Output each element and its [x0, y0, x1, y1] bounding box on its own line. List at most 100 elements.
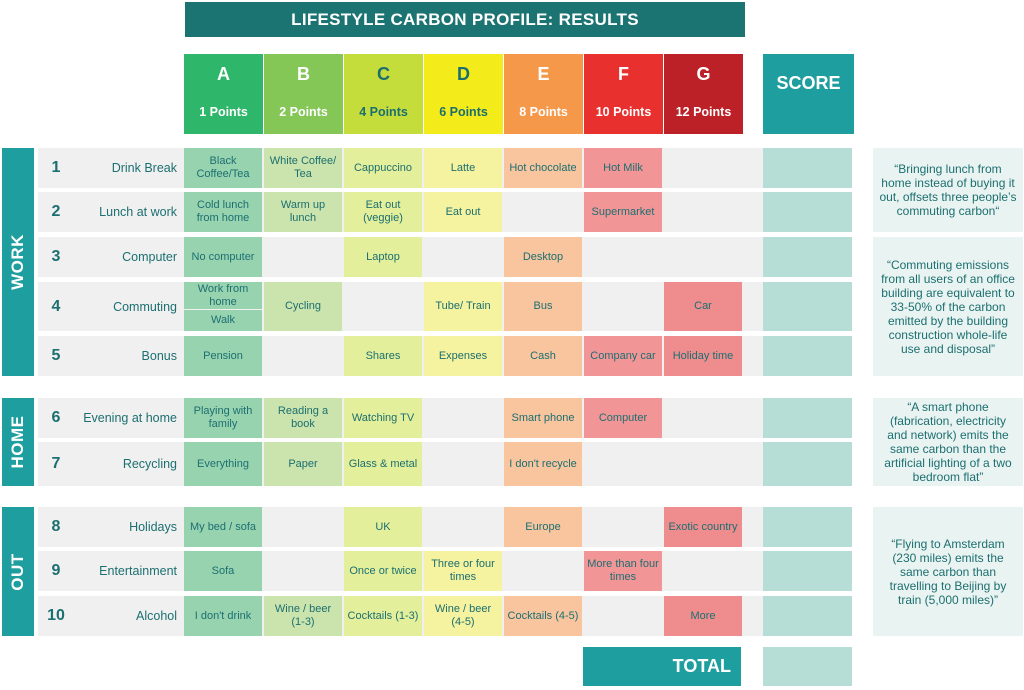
grade-letter: B [297, 64, 310, 84]
option-cell-b[interactable]: Reading a book [264, 398, 342, 438]
score-cell[interactable] [763, 596, 852, 636]
score-cell[interactable] [763, 336, 852, 376]
option-cell-e[interactable]: Cocktails (4-5) [504, 596, 582, 636]
total-label: TOTAL [583, 647, 741, 686]
option-cell-c[interactable]: Watching TV [344, 398, 422, 438]
option-cell-e[interactable]: Hot chocolate [504, 148, 582, 188]
row-number: 2 [51, 203, 61, 220]
row-category-label: Holidays [129, 520, 177, 534]
row-category-label: Commuting [113, 299, 177, 314]
grade-letter: D [457, 64, 470, 84]
section-out: OUT [2, 507, 34, 636]
option-cell-a[interactable]: Sofa [184, 551, 262, 591]
row-number: 6 [51, 409, 61, 426]
row-category-label: Drink Break [111, 161, 177, 175]
option-cell-a[interactable]: Cold lunch from home [184, 192, 262, 232]
option-cell-a[interactable]: Black Coffee/Tea [184, 148, 262, 188]
option-cell-c[interactable]: UK [344, 507, 422, 547]
row-category-label: Evening at home [83, 411, 177, 425]
option-cell-e[interactable]: Smart phone [504, 398, 582, 438]
option-cell-d[interactable]: Wine / beer (4-5) [424, 596, 502, 636]
score-header: SCORE [763, 54, 854, 134]
grade-letter: G [696, 64, 711, 84]
grade-points: 12 Points [675, 105, 732, 119]
grade-column-g: G 12 Points [664, 54, 743, 134]
option-cell-c[interactable]: Shares [344, 336, 422, 376]
score-cell[interactable] [763, 148, 852, 188]
quote-smartphone: “A smart phone (fabrication, electricity… [873, 398, 1023, 486]
option-cell-a[interactable]: I don't drink [184, 596, 262, 636]
option-cell-c[interactable]: Eat out (veggie) [344, 192, 422, 232]
option-cell-c[interactable]: Cappuccino [344, 148, 422, 188]
option-cell-e[interactable]: Cash [504, 336, 582, 376]
option-cell-f[interactable]: Hot Milk [584, 148, 662, 188]
option-cell-b[interactable]: White Coffee/ Tea [264, 148, 342, 188]
option-cell-d[interactable]: Latte [424, 148, 502, 188]
row-category-label: Lunch at work [99, 205, 177, 219]
quote-flying: “Flying to Amsterdam (230 miles) emits t… [873, 507, 1023, 636]
section-home: HOME [2, 398, 34, 486]
score-cell[interactable] [763, 192, 852, 232]
option-cell-b[interactable]: Wine / beer (1-3) [264, 596, 342, 636]
option-cell-f[interactable]: Computer [584, 398, 662, 438]
option-cell-g[interactable]: More [664, 596, 742, 636]
option-cell-d[interactable]: Expenses [424, 336, 502, 376]
option-cell-b[interactable]: Cycling [264, 282, 342, 331]
grade-points: 2 Points [279, 105, 328, 119]
option-cell-e[interactable]: Europe [504, 507, 582, 547]
option-cell-d[interactable]: Three or four times [424, 551, 502, 591]
option-cell-f[interactable]: More than four times [584, 551, 662, 591]
option-cell-b[interactable]: Paper [264, 442, 342, 486]
option-cell-e[interactable]: Bus [504, 282, 582, 331]
option-cell-a[interactable]: No computer [184, 237, 262, 277]
row-number: 1 [51, 159, 61, 176]
row-number: 9 [51, 562, 61, 579]
option-cell-a[interactable]: My bed / sofa [184, 507, 262, 547]
row-category-label: Entertainment [99, 564, 177, 578]
option-cell-a[interactable]: Pension [184, 336, 262, 376]
option-cell-c[interactable]: Glass & metal [344, 442, 422, 486]
option-cell-f[interactable]: Supermarket [584, 192, 662, 232]
grade-points: 1 Points [199, 105, 248, 119]
option-cell-g[interactable]: Car [664, 282, 742, 331]
option-cell-d[interactable]: Eat out [424, 192, 502, 232]
grade-column-e: E 8 Points [504, 54, 583, 134]
page-title: LIFESTYLE CARBON PROFILE: RESULTS [185, 2, 745, 37]
total-score-cell[interactable] [763, 647, 852, 686]
option-cell-g[interactable]: Holiday time [664, 336, 742, 376]
grade-column-a: A 1 Points [184, 54, 263, 134]
option-cell-f[interactable]: Company car [584, 336, 662, 376]
score-cell[interactable] [763, 551, 852, 591]
row-category-label: Recycling [122, 457, 177, 471]
score-cell[interactable] [763, 442, 852, 486]
score-cell[interactable] [763, 237, 852, 277]
grade-letter: F [618, 64, 629, 84]
option-cell-a[interactable]: Work from home [184, 282, 262, 309]
table-row [38, 282, 768, 331]
option-cell-d[interactable]: Tube/ Train [424, 282, 502, 331]
row-number: 10 [47, 607, 65, 624]
option-cell-e[interactable]: Desktop [504, 237, 582, 277]
option-cell-c[interactable]: Once or twice [344, 551, 422, 591]
row-category-label: Computer [122, 250, 177, 264]
grade-column-b: B 2 Points [264, 54, 343, 134]
section-work: WORK [2, 148, 34, 376]
score-cell[interactable] [763, 507, 852, 547]
grade-column-c: C 4 Points [344, 54, 423, 134]
option-cell-b[interactable]: Warm up lunch [264, 192, 342, 232]
option-cell-a[interactable]: Playing with family [184, 398, 262, 438]
grade-points: 4 Points [359, 105, 408, 119]
row-category-label: Bonus [141, 349, 177, 363]
grade-letter: E [537, 64, 550, 84]
option-cell-c[interactable]: Laptop [344, 237, 422, 277]
option-cell-c[interactable]: Cocktails (1-3) [344, 596, 422, 636]
score-cell[interactable] [763, 282, 852, 331]
quote-commuting: “Commuting emissions from all users of a… [873, 237, 1023, 376]
option-cell-a[interactable]: Walk [184, 310, 262, 331]
option-cell-g[interactable]: Exotic country [664, 507, 742, 547]
row-number: 7 [51, 455, 61, 472]
grade-column-f: F 10 Points [584, 54, 663, 134]
option-cell-a[interactable]: Everything [184, 442, 262, 486]
option-cell-e[interactable]: I don't recycle [504, 442, 582, 486]
score-cell[interactable] [763, 398, 852, 438]
